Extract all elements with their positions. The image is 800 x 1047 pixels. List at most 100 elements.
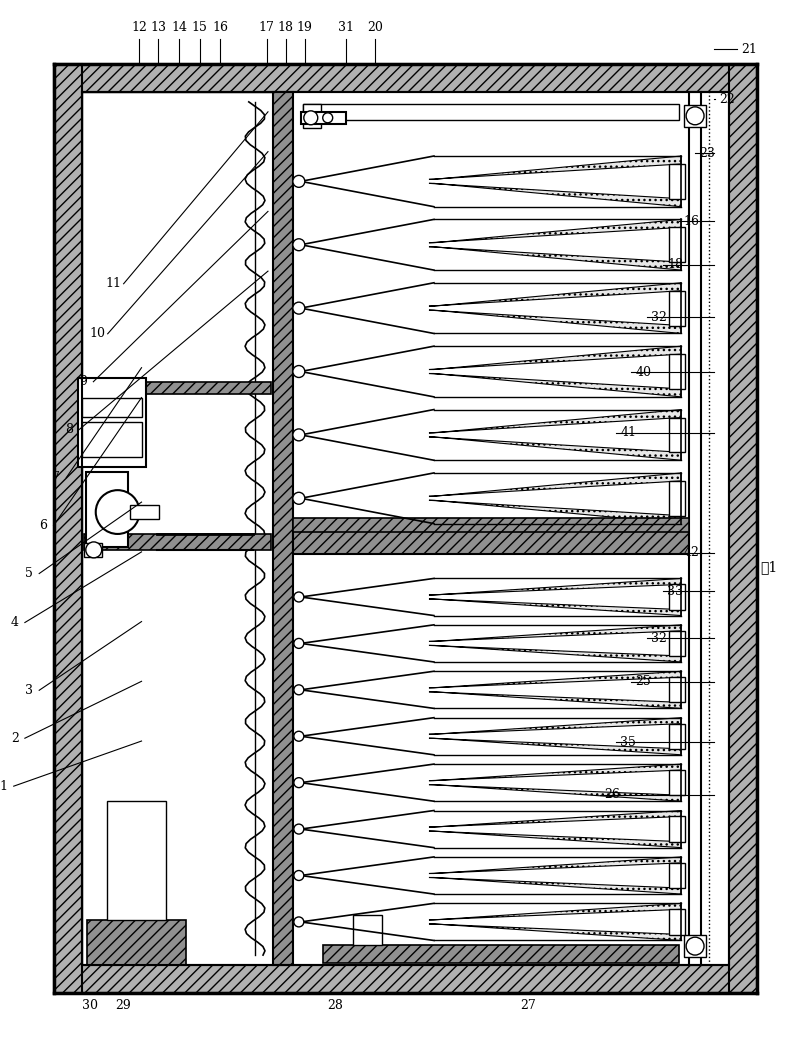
Text: 42: 42 (683, 547, 699, 559)
Polygon shape (429, 283, 681, 306)
Text: 8: 8 (65, 423, 73, 437)
Text: 10: 10 (90, 328, 106, 340)
Circle shape (322, 113, 333, 122)
Text: 9: 9 (79, 375, 87, 388)
Polygon shape (429, 156, 681, 179)
Polygon shape (429, 904, 681, 920)
Text: 40: 40 (635, 365, 651, 379)
Polygon shape (429, 374, 681, 397)
Bar (353, 915, 382, 945)
Text: 7: 7 (52, 471, 60, 484)
Polygon shape (429, 784, 681, 801)
Circle shape (293, 365, 305, 378)
Text: 35: 35 (620, 736, 636, 749)
Text: 41: 41 (620, 426, 636, 440)
Circle shape (294, 778, 304, 787)
Polygon shape (429, 738, 681, 755)
Polygon shape (429, 625, 681, 642)
Text: 29: 29 (115, 999, 131, 1011)
Text: 11: 11 (106, 277, 122, 290)
Circle shape (293, 303, 305, 314)
Bar (669, 910, 685, 935)
Polygon shape (429, 409, 681, 432)
Bar (303, 104, 321, 128)
Bar (86, 472, 127, 547)
Text: 27: 27 (520, 999, 536, 1011)
Circle shape (96, 490, 139, 534)
Polygon shape (429, 671, 681, 688)
Circle shape (294, 685, 304, 695)
Polygon shape (429, 437, 681, 461)
Polygon shape (429, 220, 681, 243)
Polygon shape (429, 645, 681, 662)
Bar (82, 398, 142, 418)
Text: 32: 32 (651, 311, 667, 324)
Circle shape (294, 592, 304, 602)
Polygon shape (429, 717, 681, 734)
Text: 22: 22 (719, 93, 735, 106)
Polygon shape (429, 347, 681, 370)
Bar (669, 863, 685, 888)
Circle shape (304, 111, 318, 125)
Bar (729, 64, 757, 993)
Polygon shape (429, 877, 681, 894)
Text: 14: 14 (171, 21, 187, 34)
Bar (293, 530, 701, 554)
Bar (54, 64, 82, 993)
Text: 17: 17 (258, 21, 274, 34)
Polygon shape (429, 599, 681, 616)
Polygon shape (429, 247, 681, 270)
Text: 25: 25 (635, 675, 651, 689)
Text: 21: 21 (742, 43, 757, 55)
Text: 16: 16 (683, 215, 699, 227)
Text: 28: 28 (327, 999, 343, 1011)
Text: 16: 16 (212, 21, 228, 34)
Polygon shape (429, 923, 681, 940)
Circle shape (293, 429, 305, 441)
Bar (273, 92, 293, 965)
Bar (669, 227, 685, 262)
Bar (669, 630, 685, 656)
Circle shape (686, 937, 704, 955)
Bar (303, 104, 679, 119)
Bar (54, 64, 757, 92)
Bar (669, 418, 685, 452)
Text: 32: 32 (651, 631, 667, 645)
Text: 3: 3 (26, 684, 34, 696)
Polygon shape (429, 831, 681, 848)
Text: 5: 5 (26, 567, 33, 580)
Polygon shape (429, 500, 681, 524)
Bar (84, 534, 271, 550)
Bar (669, 354, 685, 388)
Circle shape (294, 824, 304, 834)
Text: 6: 6 (39, 519, 47, 532)
Text: 18: 18 (667, 259, 683, 271)
Bar (102, 382, 271, 394)
Bar (84, 543, 102, 557)
Bar (86, 920, 186, 965)
Bar (82, 92, 273, 965)
Text: 图1: 图1 (760, 560, 778, 574)
Text: 18: 18 (278, 21, 294, 34)
Polygon shape (429, 856, 681, 873)
Text: 26: 26 (604, 788, 620, 801)
Circle shape (293, 239, 305, 250)
Circle shape (686, 107, 704, 125)
Polygon shape (429, 692, 681, 709)
Text: 19: 19 (297, 21, 313, 34)
Text: 4: 4 (11, 616, 19, 629)
Circle shape (294, 731, 304, 741)
Polygon shape (429, 183, 681, 206)
Circle shape (293, 176, 305, 187)
Circle shape (294, 917, 304, 927)
Bar (106, 801, 166, 920)
Text: 1: 1 (0, 780, 8, 793)
Bar (689, 92, 701, 965)
Text: 30: 30 (82, 999, 98, 1011)
Bar (669, 723, 685, 749)
Text: 13: 13 (150, 21, 166, 34)
Polygon shape (429, 764, 681, 781)
Bar (130, 505, 159, 519)
Bar (322, 945, 679, 963)
Bar (669, 164, 685, 199)
